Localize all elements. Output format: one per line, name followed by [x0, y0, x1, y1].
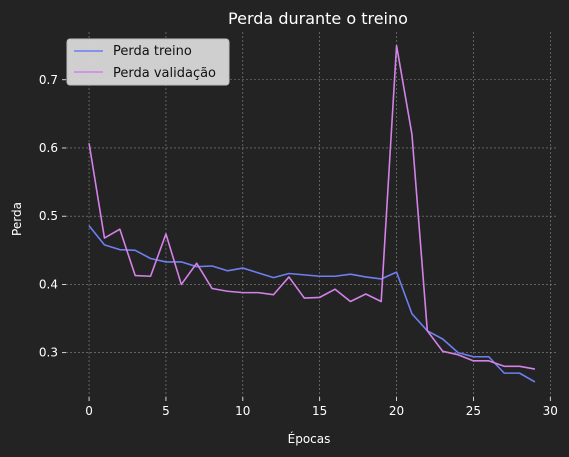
x-axis-label: Épocas — [288, 431, 331, 446]
legend-box — [66, 38, 230, 86]
x-tick-label: 30 — [543, 404, 558, 418]
x-tick-label: 5 — [162, 404, 170, 418]
chart-title: Perda durante o treino — [228, 9, 408, 28]
y-tick-label: 0.4 — [39, 277, 58, 291]
y-tick-label: 0.6 — [39, 141, 58, 155]
y-axis-ticks: 0.3 0.4 0.5 0.6 0.7 — [39, 73, 66, 360]
x-tick-label: 10 — [235, 404, 250, 418]
legend: Perda treino Perda validação — [66, 38, 230, 86]
grid — [66, 32, 558, 397]
x-tick-label: 25 — [466, 404, 481, 418]
legend-label-perda-treino: Perda treino — [113, 44, 192, 59]
y-tick-label: 0.7 — [39, 73, 58, 87]
legend-label-perda-validacao: Perda validação — [113, 66, 216, 81]
series-line-perda-validacao — [88, 44, 536, 370]
series-group — [88, 44, 536, 383]
x-axis-ticks: 0 5 10 15 20 25 30 — [85, 397, 558, 418]
x-tick-label: 0 — [85, 404, 93, 418]
y-tick-label: 0.5 — [39, 209, 58, 223]
y-tick-label: 0.3 — [39, 346, 58, 360]
y-axis-label: Perda — [10, 202, 24, 236]
x-tick-label: 20 — [389, 404, 404, 418]
x-tick-label: 15 — [312, 404, 327, 418]
series-line-perda-treino — [88, 225, 536, 383]
